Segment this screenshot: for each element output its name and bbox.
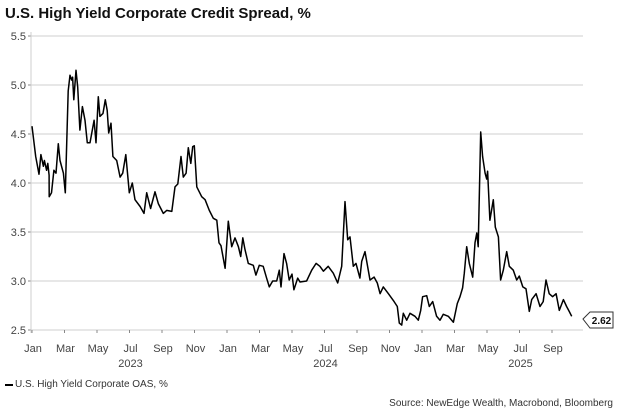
year-label: 2024 xyxy=(313,358,337,370)
year-label: 2025 xyxy=(508,358,532,370)
x-tick-label: May xyxy=(478,343,499,355)
y-tick-label: 3.5 xyxy=(11,227,26,239)
y-tick-label: 5.5 xyxy=(11,31,26,43)
x-tick-label: May xyxy=(283,343,304,355)
x-tick-label: Mar xyxy=(446,343,465,355)
x-tick-label: Mar xyxy=(56,343,75,355)
x-tick-label: Jan xyxy=(414,343,432,355)
year-label: 2023 xyxy=(118,358,142,370)
x-tick-label: Sep xyxy=(348,343,368,355)
y-tick-label: 4.5 xyxy=(11,129,26,141)
legend-swatch xyxy=(5,383,13,386)
x-tick-label: Nov xyxy=(186,343,206,355)
y-axis: 5.5 5.0 4.5 4.0 3.5 3.0 2.5 xyxy=(11,31,32,337)
y-tick-label: 2.5 xyxy=(11,325,26,337)
x-axis: Jan Mar May Jul Sep Nov Jan Mar May Jul Sep Nov Jan M… xyxy=(24,330,563,370)
x-tick-label: Jul xyxy=(513,343,527,355)
source-note: Source: NewEdge Wealth, Macrobond, Bloom… xyxy=(389,398,613,409)
x-tick-label: Sep xyxy=(543,343,563,355)
plot-area xyxy=(31,69,573,326)
x-tick-label: Jan xyxy=(24,343,42,355)
gridlines xyxy=(31,35,583,331)
last-value-label: 2.62 xyxy=(592,316,612,327)
legend-label: U.S. High Yield Corporate OAS, % xyxy=(15,379,168,390)
legend: U.S. High Yield Corporate OAS, % xyxy=(5,379,168,390)
y-tick-label: 3.0 xyxy=(11,276,26,288)
y-tick-label: 5.0 xyxy=(11,80,26,92)
series-line-hy-oas xyxy=(31,69,573,326)
chart-title: U.S. High Yield Corporate Credit Spread,… xyxy=(5,5,311,22)
x-tick-label: Jul xyxy=(318,343,332,355)
last-value-box xyxy=(582,311,614,329)
x-tick-label: Jan xyxy=(219,343,237,355)
x-tick-label: Nov xyxy=(381,343,401,355)
last-value-callout: 2.62 xyxy=(582,311,614,329)
line-chart: 5.5 5.0 4.5 4.0 3.5 3.0 2.5 Jan Mar May Jul Sep Nov… xyxy=(11,31,614,370)
y-tick-label: 4.0 xyxy=(11,178,26,190)
x-tick-label: May xyxy=(88,343,109,355)
x-tick-label: Mar xyxy=(251,343,270,355)
x-tick-label: Jul xyxy=(123,343,137,355)
x-tick-label: Sep xyxy=(153,343,173,355)
